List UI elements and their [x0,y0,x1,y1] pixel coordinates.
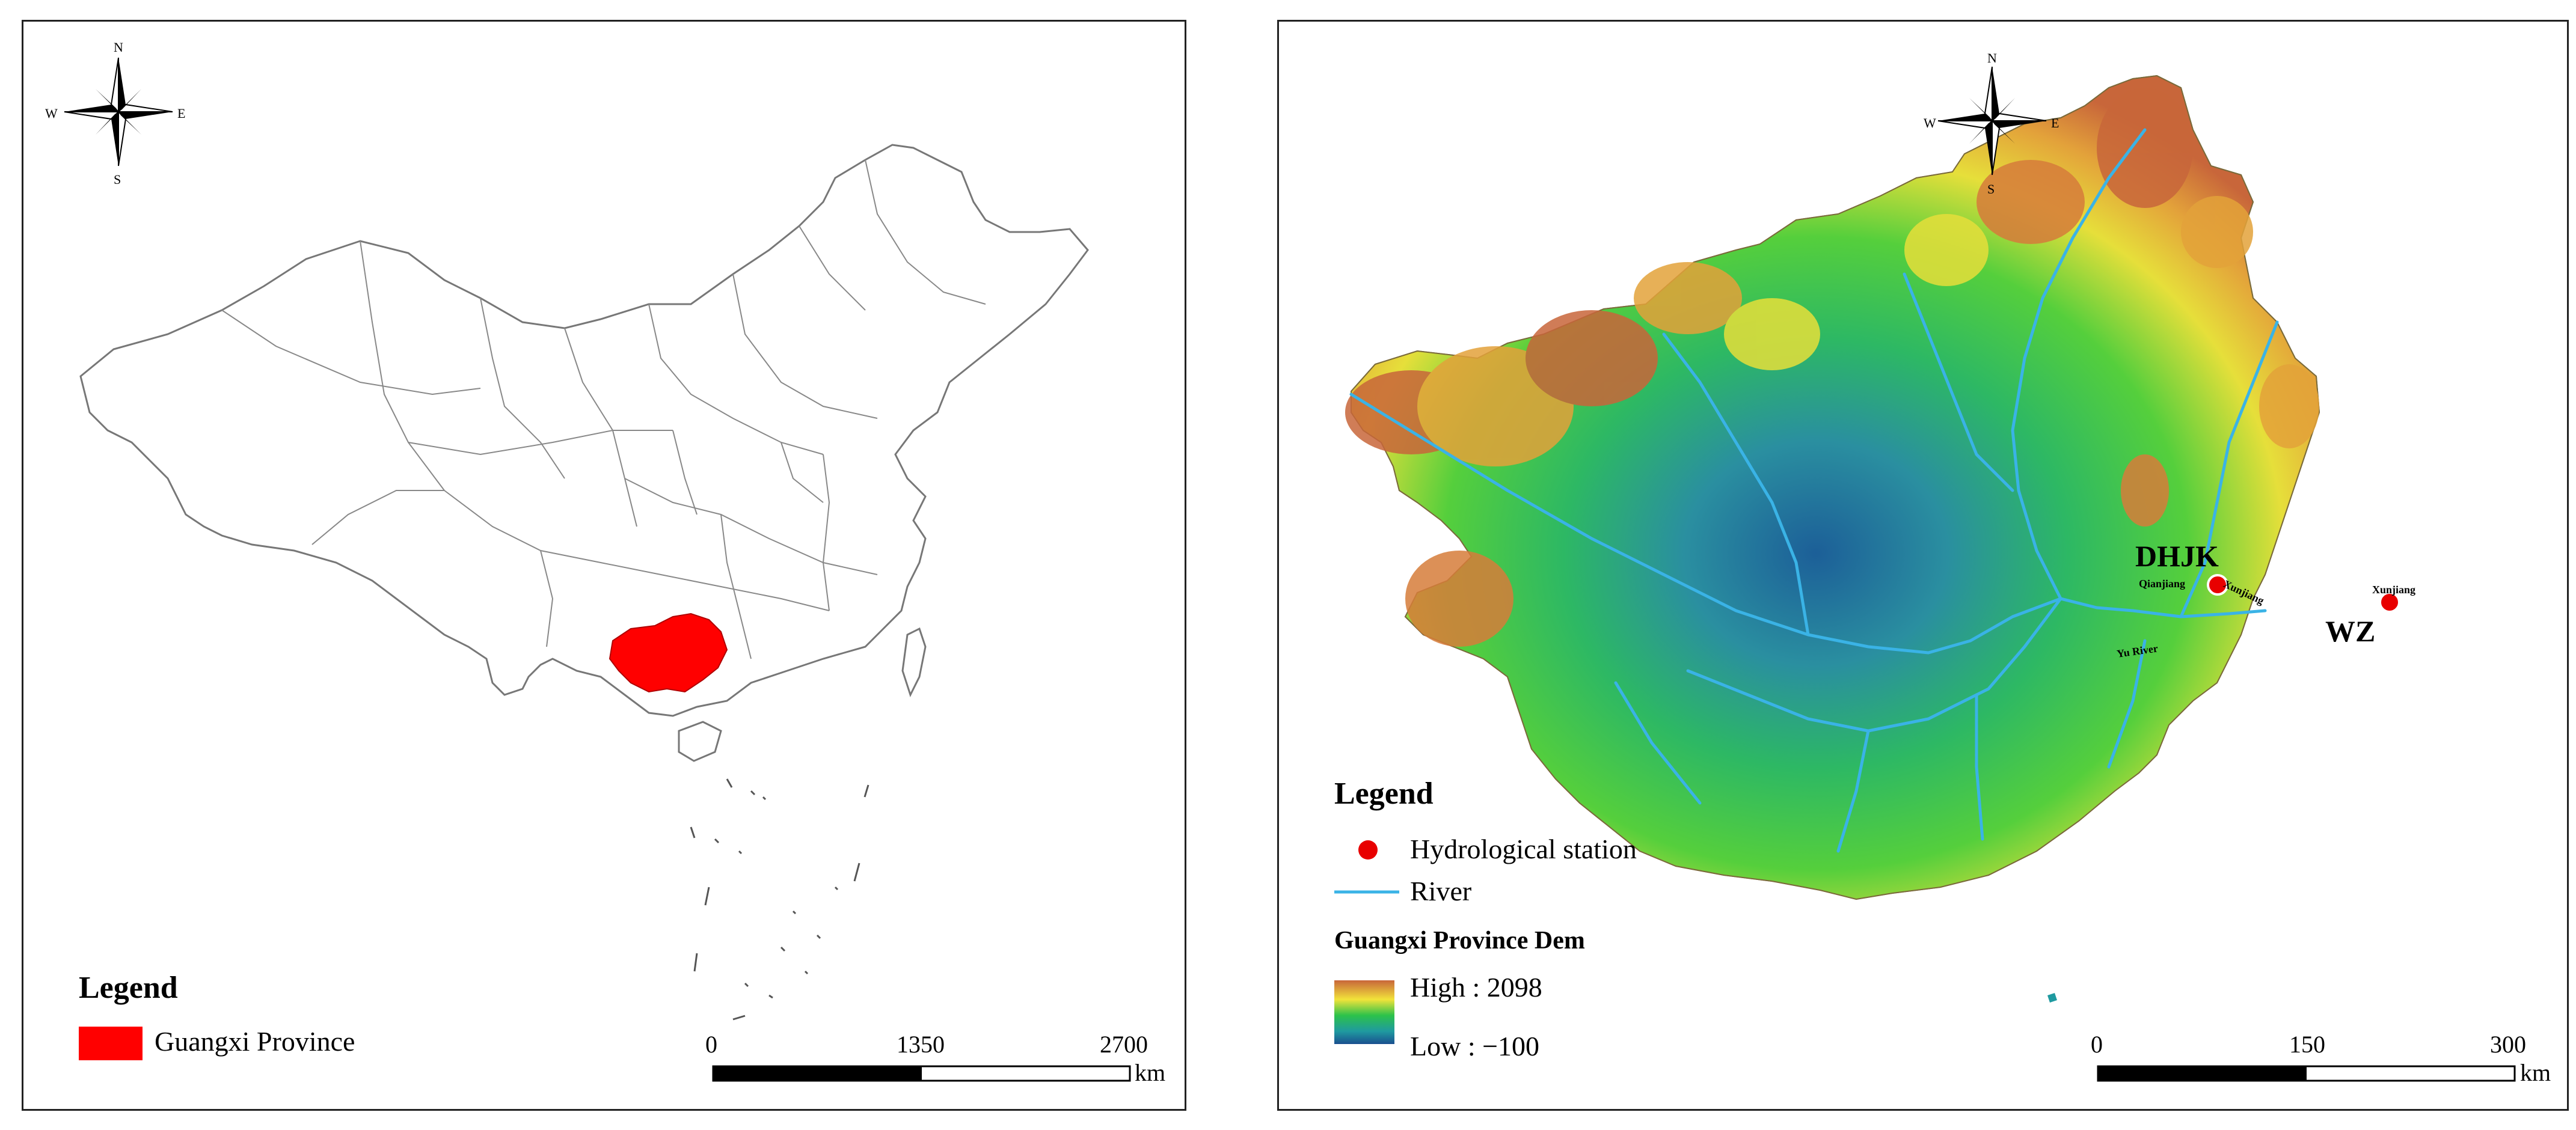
compass-s-label: S [1987,182,1995,197]
taiwan-island [901,627,927,697]
legend-dem-low: Low : −100 [1410,1031,1540,1061]
dem-map-svg [1334,66,2516,1082]
station-wz-marker[interactable] [2379,591,2400,613]
legend-dem-color-ramp [1334,980,1394,1044]
legend-station-label: Hydrological station [1410,834,1637,864]
scale-bar [2097,1065,2516,1082]
scale-tick-1: 150 [2289,1031,2325,1058]
legend-station-symbol [1358,840,1378,860]
scale-bar [712,1065,1131,1082]
legend-title: Legend [1334,777,1434,811]
legend-river-label: River [1410,876,1472,906]
guangxi-dem-map-panel: N S E W DHJK WZ Qianjiang Xunjiang Xunji… [1277,20,2569,1111]
compass-e-label: E [2051,115,2059,130]
river-label-qianjiang: Qianjiang [2139,578,2186,590]
compass-w-label: W [1924,115,1936,130]
legend-title: Legend [79,971,178,1005]
scale-tick-1: 1350 [897,1031,945,1058]
scale-tick-0: 0 [2091,1031,2103,1058]
scale-unit: km [2520,1059,2551,1086]
china-locator-map-panel: N S E W Legend Guangxi Province 0 1350 2… [22,20,1186,1111]
legend-item-guangxi-label: Guangxi Province [155,1026,355,1057]
south-china-sea-islands [690,778,869,1021]
compass-n-label: N [114,40,123,55]
river-network [1349,128,2279,853]
dem-highland-patches [1345,88,2319,647]
station-dhjk-label: DHJK [2135,539,2219,573]
offshore-island [2047,993,2057,1003]
compass-rose-icon [64,57,173,166]
scale-tick-2: 2700 [1100,1031,1148,1058]
guangxi-highlight [609,612,728,693]
compass-rose-icon [1937,66,2047,176]
legend-dem-title: Guangxi Province Dem [1334,927,1585,954]
province-boundaries [221,159,986,659]
compass-e-label: E [177,106,186,121]
scale-tick-0: 0 [705,1031,717,1058]
legend-dem-high: High : 2098 [1410,972,1542,1003]
compass-s-label: S [114,172,121,187]
compass-n-label: N [1987,50,1997,66]
scale-unit: km [1135,1059,1166,1086]
compass-w-label: W [45,106,58,121]
scale-tick-2: 300 [2490,1031,2526,1058]
river-label-xunjiang-2: Xunjiang [2372,584,2416,596]
station-wz-label: WZ [2325,614,2376,648]
hainan-island [678,721,722,762]
station-dhjk-marker[interactable] [2207,574,2228,596]
china-map-svg [64,57,1131,1082]
china-outline [79,144,1089,717]
guangxi-legend-swatch [79,1027,143,1060]
